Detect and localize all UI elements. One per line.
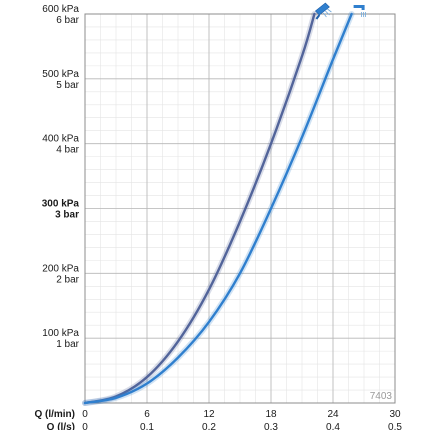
x-tick-label-ls: 0.1 bbox=[140, 422, 154, 430]
y-tick-label-kpa: 300 kPa bbox=[42, 199, 80, 210]
y-tick-label-kpa: 600 kPa bbox=[42, 4, 79, 15]
y-tick-label-kpa: 100 kPa bbox=[42, 328, 79, 339]
plot-frame bbox=[84, 13, 396, 404]
x-tick-label-lmin: 30 bbox=[389, 409, 401, 420]
x-tick-label-ls: 0 bbox=[82, 422, 88, 430]
x-tick-label-lmin: 24 bbox=[327, 409, 339, 420]
x-axis-labels: 0 0 6 0.1 12 0.2 18 0.3 24 0.4 30 0.5 bbox=[82, 409, 402, 430]
y-tick-label-kpa: 500 kPa bbox=[42, 69, 79, 80]
y-tick-label-bar: 3 bar bbox=[55, 210, 79, 221]
x-tick-label-lmin: 18 bbox=[265, 409, 277, 420]
handshower-icon bbox=[314, 2, 332, 20]
y-tick-label-bar: 1 bar bbox=[56, 339, 79, 350]
y-tick-label-bar: 5 bar bbox=[56, 80, 79, 91]
series-icons bbox=[314, 2, 367, 20]
series-line-2 bbox=[83, 12, 353, 405]
x-axis-secondary-label: Q (l/s) bbox=[47, 422, 75, 430]
y-tick-label-bar: 4 bar bbox=[56, 145, 79, 156]
x-tick-label-ls: 0.5 bbox=[388, 422, 402, 430]
y-tick-label-bar: 2 bar bbox=[56, 274, 79, 285]
x-tick-label-lmin: 6 bbox=[144, 409, 150, 420]
series-layer bbox=[82, 11, 355, 406]
shower-outlet-icon bbox=[353, 5, 367, 17]
x-tick-label-ls: 0.2 bbox=[202, 422, 216, 430]
x-tick-label-ls: 0.4 bbox=[326, 422, 340, 430]
figure-number: 7403 bbox=[370, 391, 393, 402]
series-line-1 bbox=[83, 12, 316, 405]
y-tick-label-kpa: 400 kPa bbox=[42, 134, 79, 145]
x-tick-label-lmin: 12 bbox=[203, 409, 215, 420]
y-tick-label-kpa: 200 kPa bbox=[42, 263, 79, 274]
x-tick-label-ls: 0.3 bbox=[264, 422, 278, 430]
y-tick-label-bar: 6 bar bbox=[56, 15, 79, 26]
x-axis-primary-label: Q (l/min) bbox=[34, 409, 75, 420]
x-tick-label-lmin: 0 bbox=[82, 409, 88, 420]
